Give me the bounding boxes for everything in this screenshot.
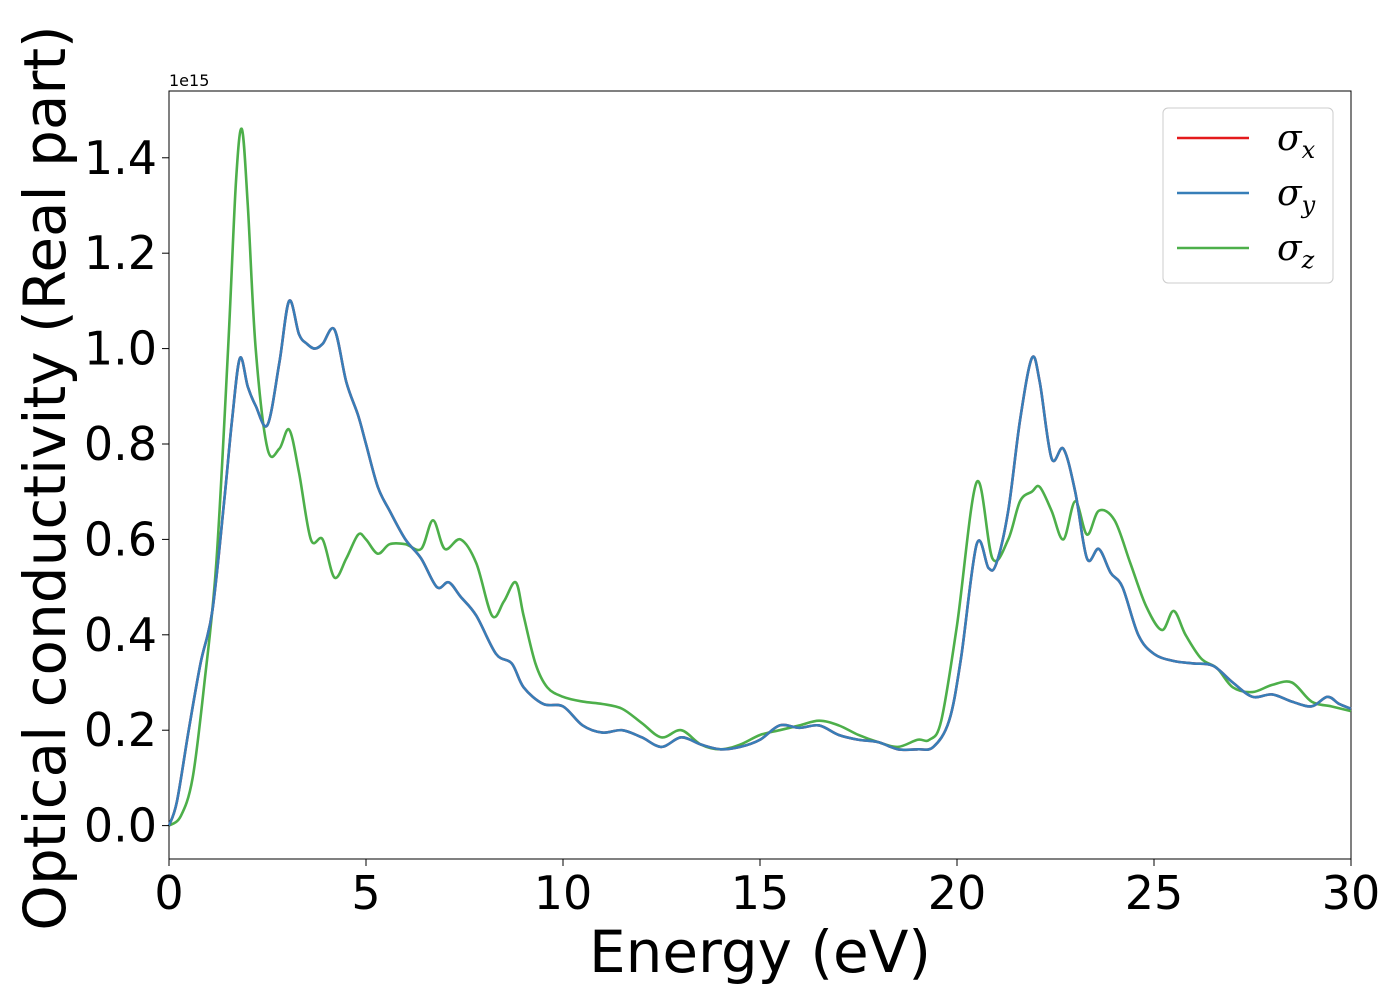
y-axis-label: Optical conductivity (Real part) bbox=[11, 25, 79, 930]
y-tick-label: 0.8 bbox=[84, 417, 157, 471]
series-layer bbox=[167, 127, 1352, 827]
legend-label-z: σz bbox=[1277, 228, 1315, 274]
y-tick-label: 0.0 bbox=[84, 799, 157, 853]
y-tick-label: 0.4 bbox=[84, 608, 157, 662]
x-tick-label: 10 bbox=[534, 866, 593, 920]
x-tick-label: 20 bbox=[928, 866, 987, 920]
y-tick-label: 1.4 bbox=[84, 131, 157, 185]
y-offset-label: 1e15 bbox=[169, 71, 209, 90]
series-line-z bbox=[168, 127, 1352, 827]
x-tick-label: 25 bbox=[1125, 866, 1184, 920]
x-axis-ticks: 0 5 10 15 20 25 30 bbox=[154, 859, 1380, 920]
series-line-y bbox=[167, 299, 1352, 827]
legend-box bbox=[1162, 107, 1334, 284]
x-axis-label: Energy (eV) bbox=[589, 918, 931, 986]
x-tick-label: 5 bbox=[351, 866, 380, 920]
x-tick-label: 0 bbox=[154, 866, 183, 920]
legend-label-y: σy bbox=[1277, 173, 1316, 219]
x-tick-label: 30 bbox=[1322, 866, 1381, 920]
x-tick-label: 15 bbox=[731, 866, 790, 920]
legend-label-x: σx bbox=[1277, 118, 1316, 164]
y-tick-label: 0.2 bbox=[84, 703, 157, 757]
y-tick-label: 1.2 bbox=[84, 226, 157, 280]
y-axis-ticks: 0.0 0.2 0.4 0.6 0.8 1.0 1.2 1.4 bbox=[84, 131, 169, 853]
legend: σx σy σz bbox=[1162, 107, 1334, 284]
y-tick-label: 1.0 bbox=[84, 322, 157, 376]
y-tick-label: 0.6 bbox=[84, 512, 157, 566]
